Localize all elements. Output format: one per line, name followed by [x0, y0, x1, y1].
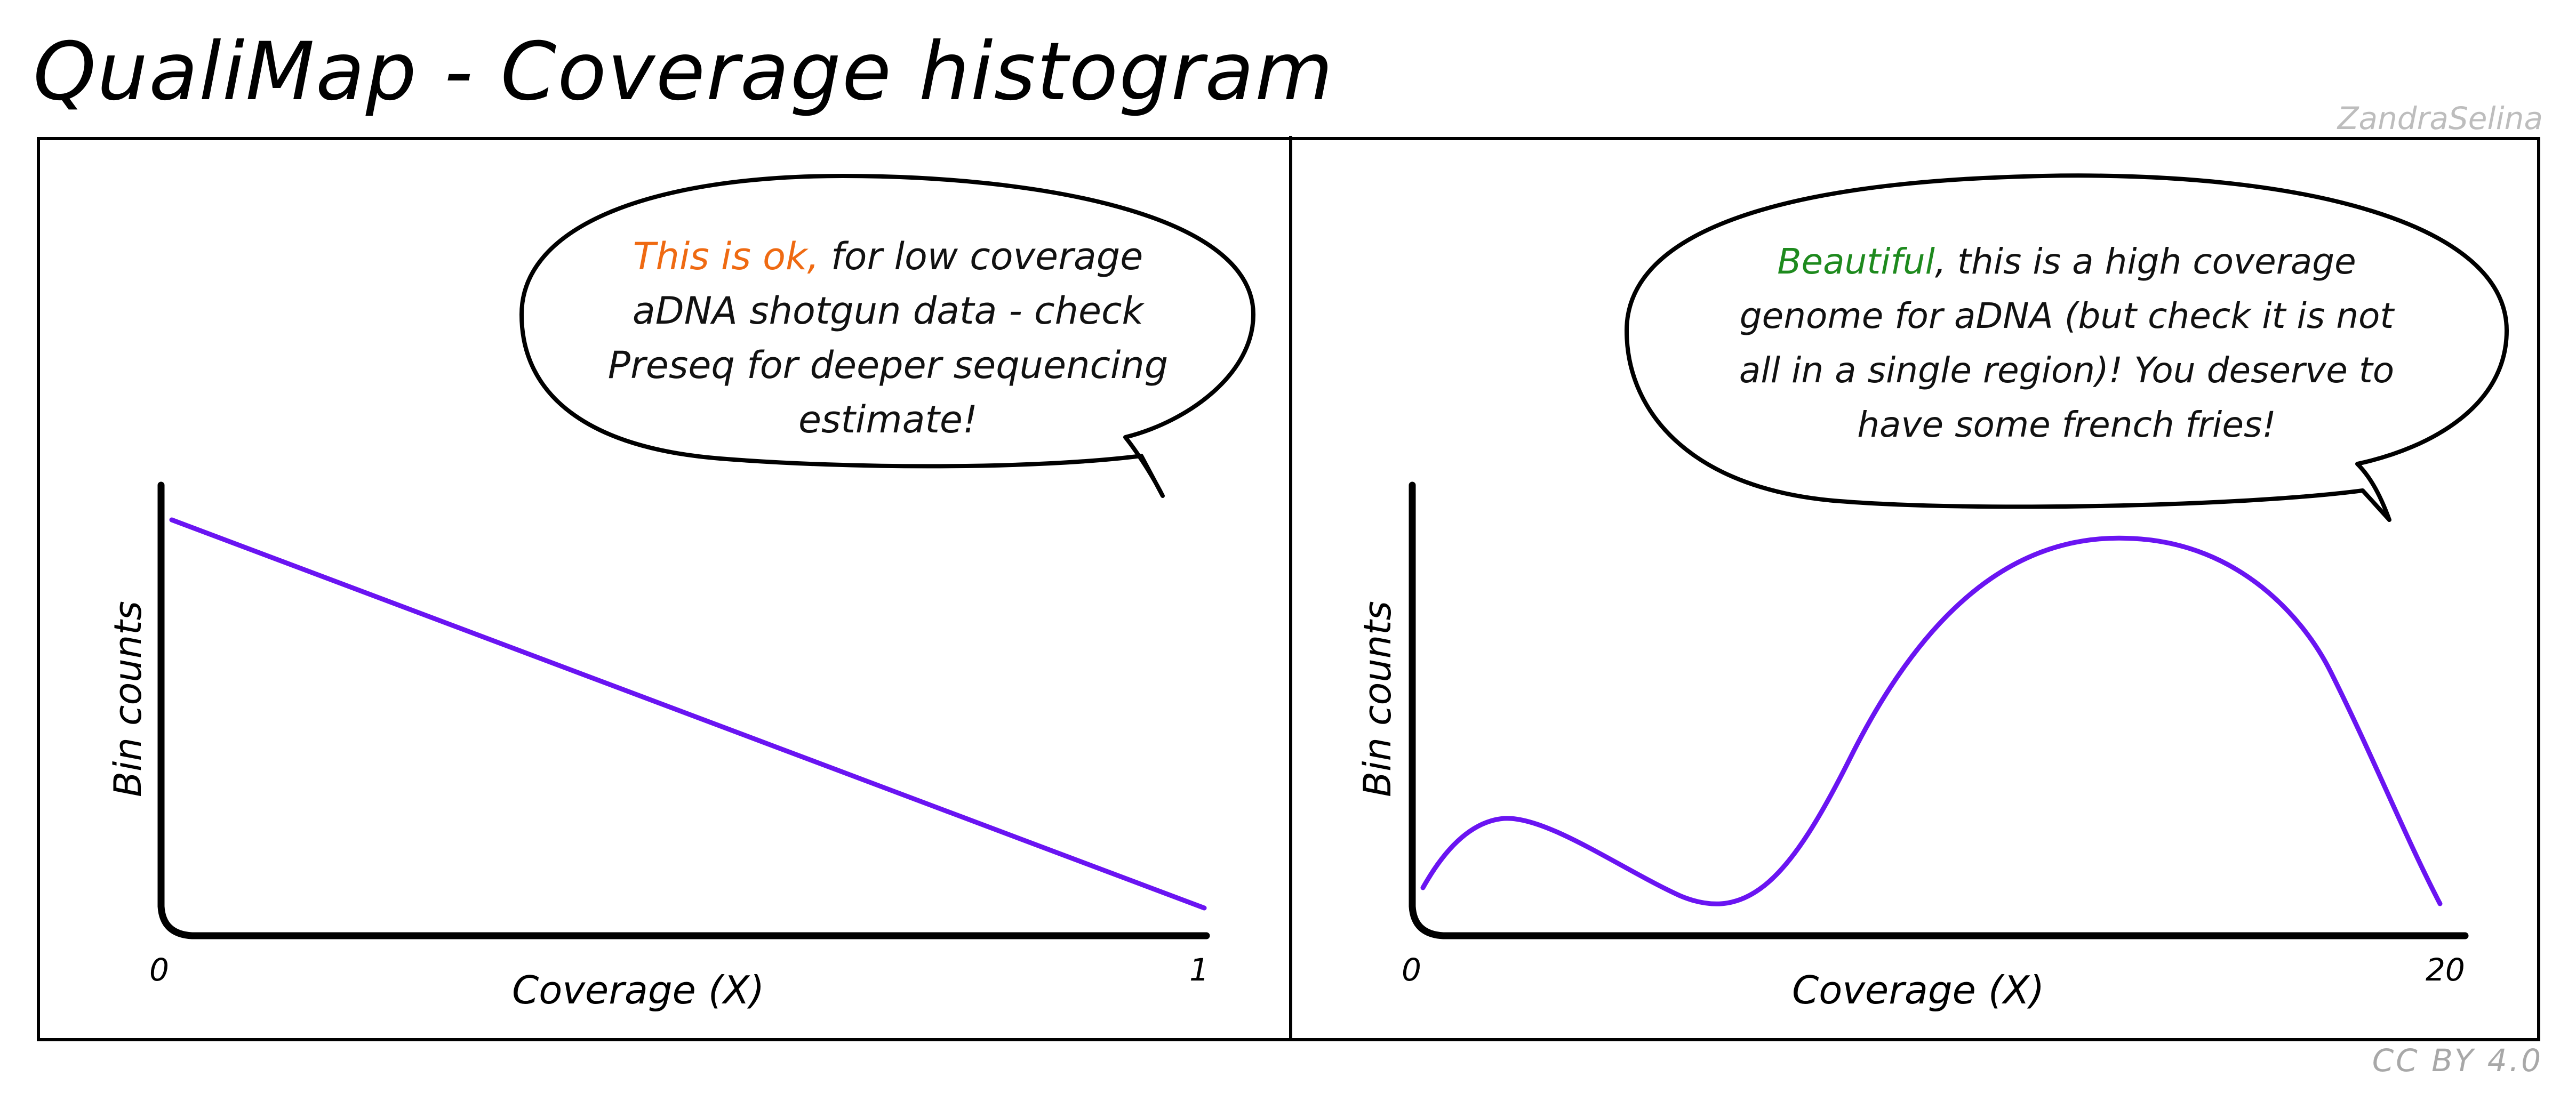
x-axis-label-left: Coverage (X) — [512, 968, 765, 1012]
axes-left — [157, 481, 1210, 939]
y-axis-label-right: Bin counts — [1356, 600, 1399, 798]
outer-border — [37, 137, 2540, 1041]
highlight-ok: This is ok, — [633, 235, 819, 278]
author-credit: ZandraSelina — [2337, 100, 2543, 136]
bubble-line: have some french fries! — [1857, 404, 2276, 445]
page-title: QualiMap - Coverage histogram — [33, 26, 1334, 118]
x-tick-max-right: 20 — [2426, 952, 2465, 988]
y-axis-label-left: Bin counts — [106, 600, 150, 798]
coverage-curve-right — [1420, 535, 2443, 906]
bubble-line: estimate! — [798, 398, 978, 441]
bubble-line: all in a single region)! You deserve to — [1739, 350, 2395, 391]
x-tick-max-left: 1 — [1189, 952, 1209, 988]
coverage-curve-left — [169, 517, 1207, 911]
x-tick-min-left: 0 — [149, 952, 169, 988]
x-tick-min-right: 0 — [1402, 952, 1421, 988]
bubble-line: , this is a high coverage — [1935, 241, 2356, 282]
axes-right — [1409, 481, 2469, 939]
highlight-beautiful: Beautiful — [1777, 241, 1935, 282]
speech-bubble-right — [1625, 173, 2509, 522]
bubble-line: Preseq for deeper sequencing — [607, 343, 1169, 387]
bubble-line: aDNA shotgun data - check — [632, 289, 1144, 333]
bubble-text-right: Beautiful, this is a high coverage genom… — [1659, 235, 2475, 452]
speech-bubble-left — [519, 174, 1255, 498]
bubble-text-left: This is ok, for low coverage aDNA shotgu… — [555, 229, 1221, 447]
bubble-line: for low coverage — [819, 235, 1143, 278]
license-label: CC BY 4.0 — [2372, 1042, 2543, 1079]
bubble-line: genome for aDNA (but check it is not — [1739, 295, 2394, 336]
x-axis-label-right: Coverage (X) — [1792, 968, 2045, 1012]
